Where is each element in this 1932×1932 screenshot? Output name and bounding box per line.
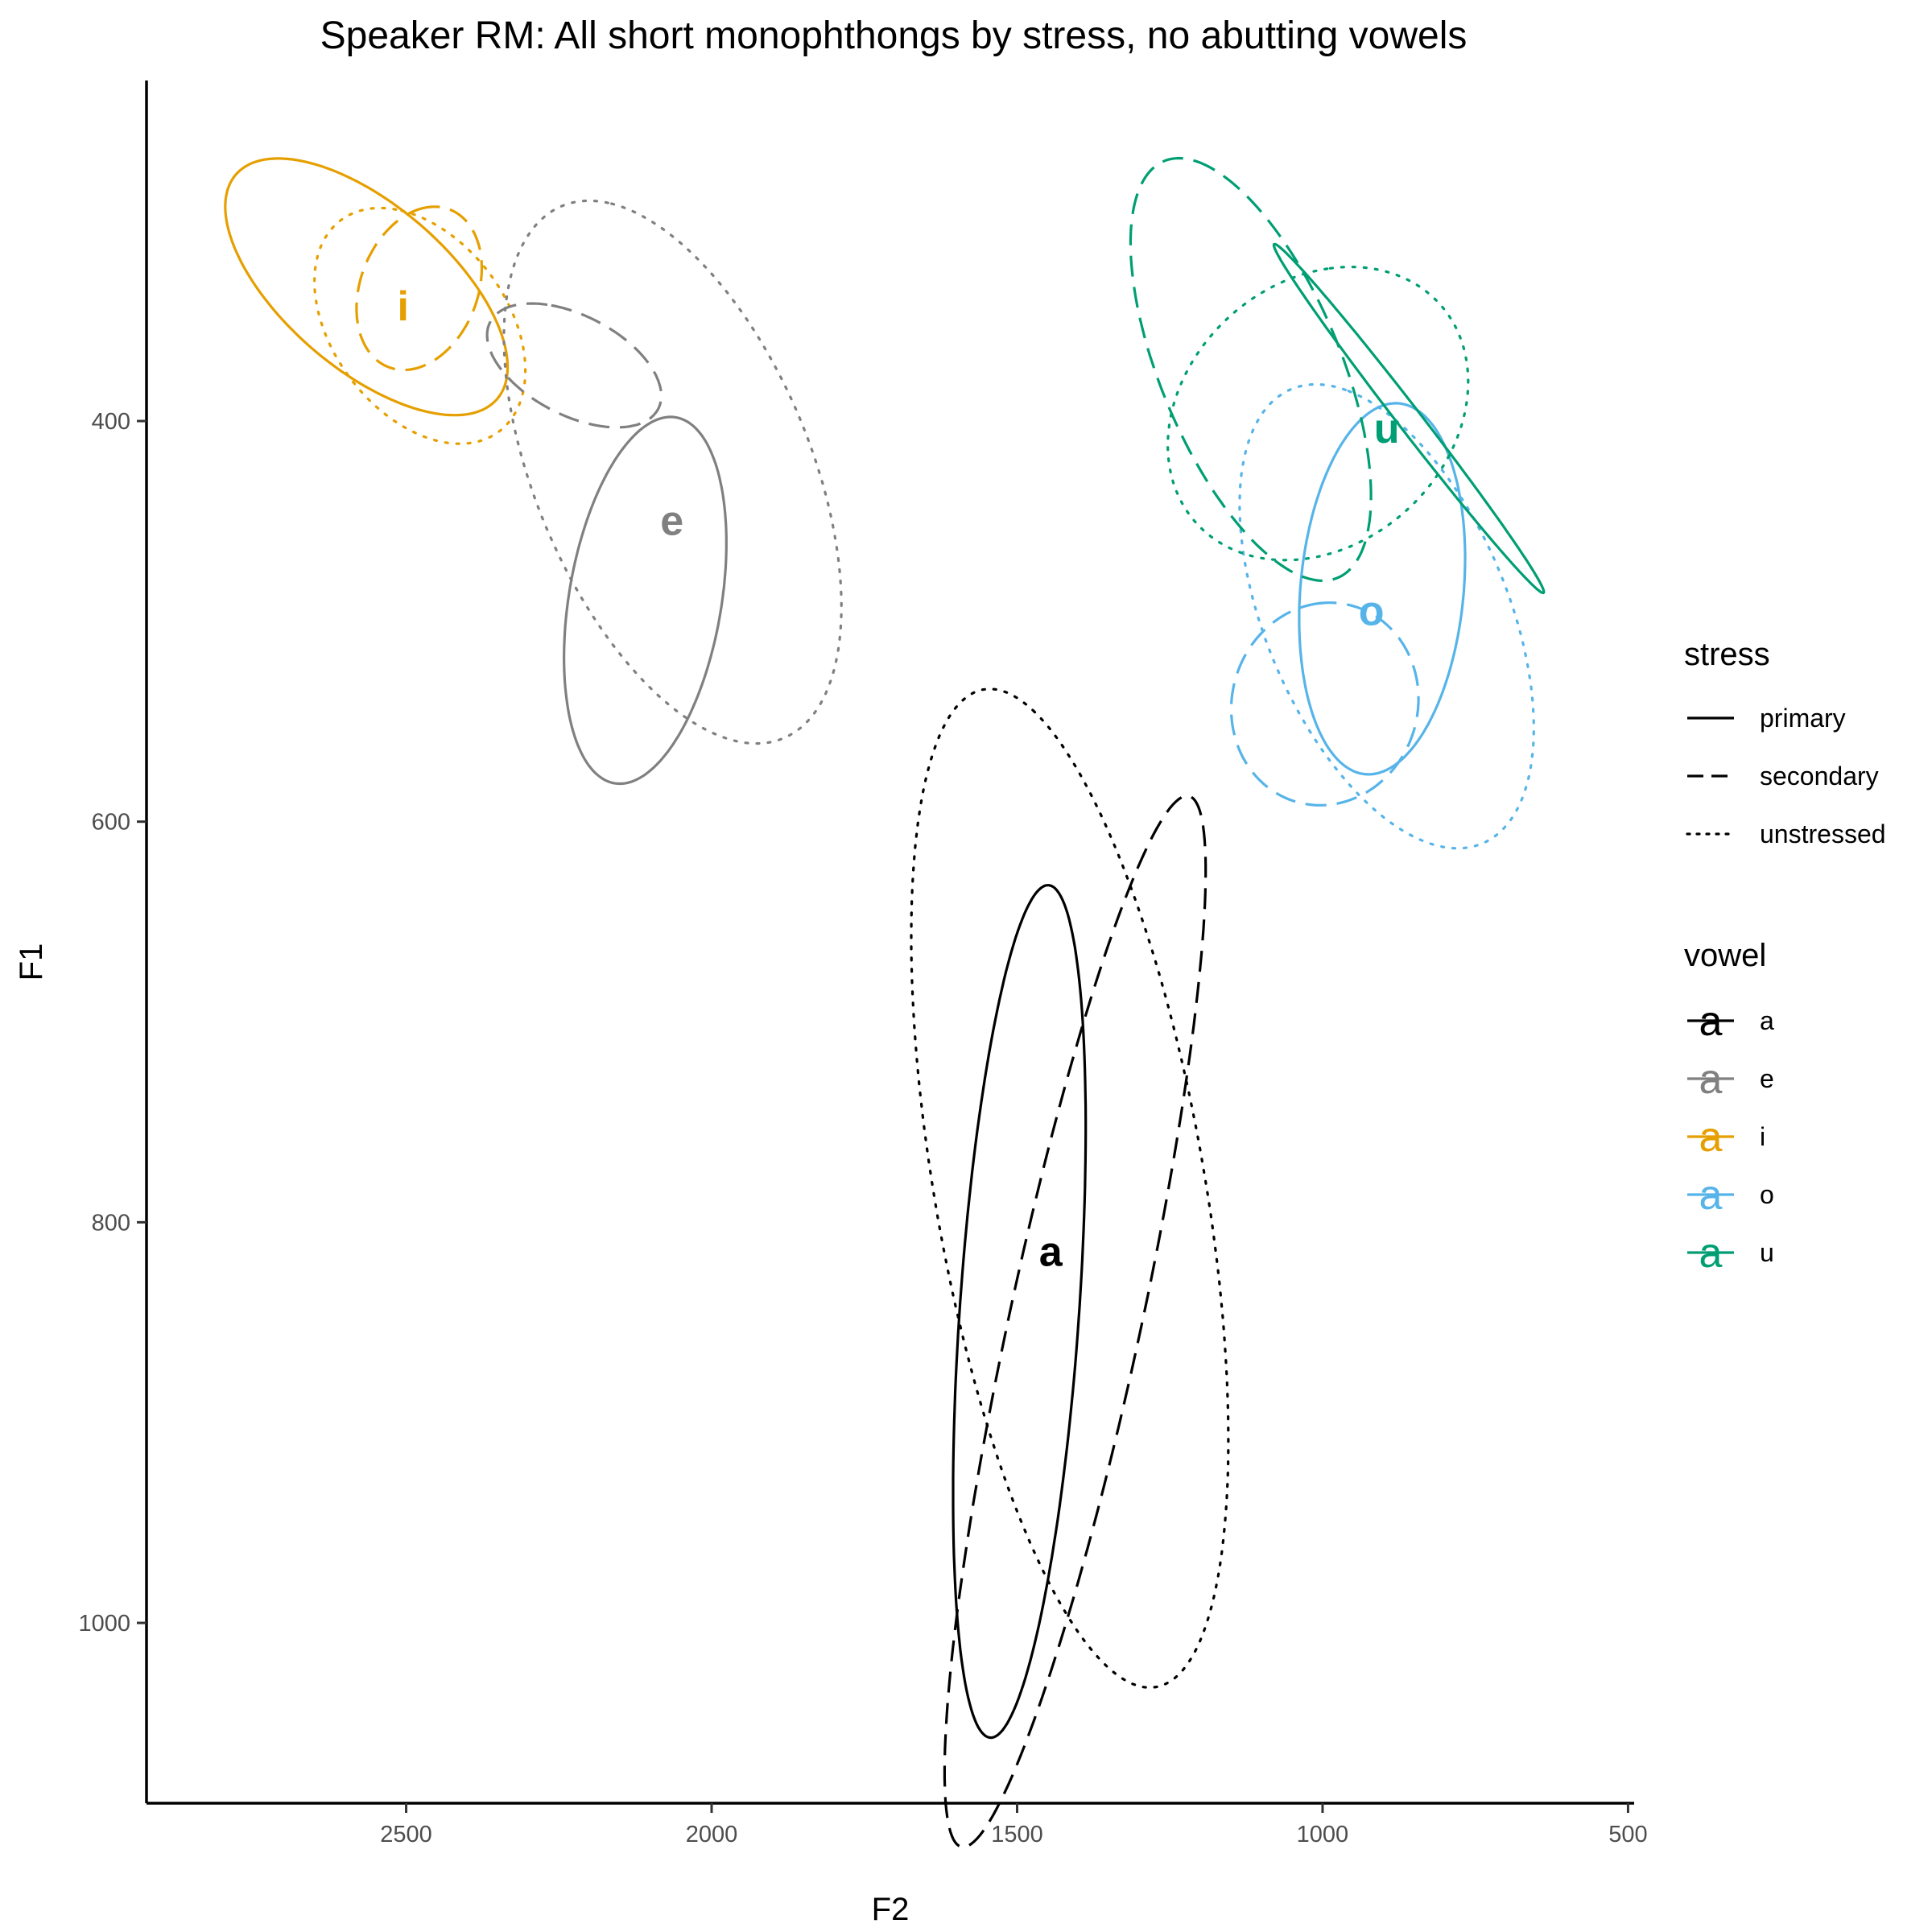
ellipse-o-secondary bbox=[1229, 601, 1420, 807]
legend-key-glyph-o: a bbox=[1699, 1172, 1723, 1219]
ellipse-e-secondary bbox=[485, 302, 663, 429]
chart-title: Speaker RM: All short monophthongs by st… bbox=[320, 14, 1468, 57]
ellipse-e-primary bbox=[562, 415, 728, 786]
legend-key-glyph-i: a bbox=[1699, 1114, 1723, 1161]
ellipse-e-unstressed bbox=[502, 199, 843, 745]
legend-label-vowel-a: a bbox=[1760, 1006, 1774, 1035]
y-tick-label: 400 bbox=[92, 409, 130, 435]
x-tick-label: 2500 bbox=[380, 1822, 432, 1847]
y-tick-label: 800 bbox=[92, 1210, 130, 1236]
legend-label-primary: primary bbox=[1760, 704, 1846, 733]
y-tick-label: 600 bbox=[92, 810, 130, 836]
vowel-label-i: i bbox=[398, 283, 409, 330]
ellipse-u-unstressed bbox=[1166, 265, 1470, 562]
ellipse-a-secondary bbox=[943, 794, 1208, 1849]
y-axis-ticks: 400 600 800 1000 bbox=[78, 409, 147, 1637]
legend-label-secondary: secondary bbox=[1760, 762, 1879, 791]
legend-key-glyph-u: a bbox=[1699, 1230, 1723, 1277]
ellipse-i-unstressed bbox=[312, 206, 527, 445]
x-tick-label: 1000 bbox=[1297, 1822, 1349, 1847]
ellipse-a-unstressed bbox=[910, 687, 1230, 1689]
ellipse-u-secondary bbox=[1129, 156, 1373, 583]
legend-title-stress: stress bbox=[1684, 637, 1770, 672]
legend-key-glyph-a: a bbox=[1699, 998, 1723, 1045]
x-tick-label: 500 bbox=[1608, 1822, 1647, 1847]
x-tick-label: 1500 bbox=[991, 1822, 1043, 1847]
legend-label-vowel-e: e bbox=[1760, 1064, 1774, 1093]
ellipse-i-primary bbox=[224, 157, 510, 417]
vowel-label-u: u bbox=[1374, 406, 1400, 452]
legend-label-vowel-i: i bbox=[1760, 1122, 1765, 1151]
legend-label-vowel-u: u bbox=[1760, 1238, 1774, 1267]
ellipse-i-secondary bbox=[355, 205, 484, 372]
y-tick-label: 1000 bbox=[78, 1611, 130, 1637]
ellipse-o-primary bbox=[1298, 402, 1467, 776]
x-axis-ticks: 2500 2000 1500 1000 500 bbox=[380, 1803, 1648, 1847]
ellipse-a-primary bbox=[952, 884, 1088, 1740]
ellipse-u-primary bbox=[1272, 242, 1546, 595]
legend-key-glyph-e: a bbox=[1699, 1056, 1723, 1103]
legend-label-unstressed: unstressed bbox=[1760, 819, 1886, 848]
vowel-label-a: a bbox=[1039, 1229, 1063, 1276]
vowel-label-e: e bbox=[660, 497, 683, 544]
y-axis-title: F1 bbox=[14, 943, 49, 981]
vowel-label-o: o bbox=[1359, 588, 1385, 634]
plot-panel: a e i o u bbox=[224, 156, 1546, 1849]
legend-title-vowel: vowel bbox=[1684, 938, 1766, 973]
legend-label-vowel-o: o bbox=[1760, 1180, 1774, 1209]
x-tick-label: 2000 bbox=[686, 1822, 738, 1847]
x-axis-title: F2 bbox=[872, 1892, 910, 1927]
